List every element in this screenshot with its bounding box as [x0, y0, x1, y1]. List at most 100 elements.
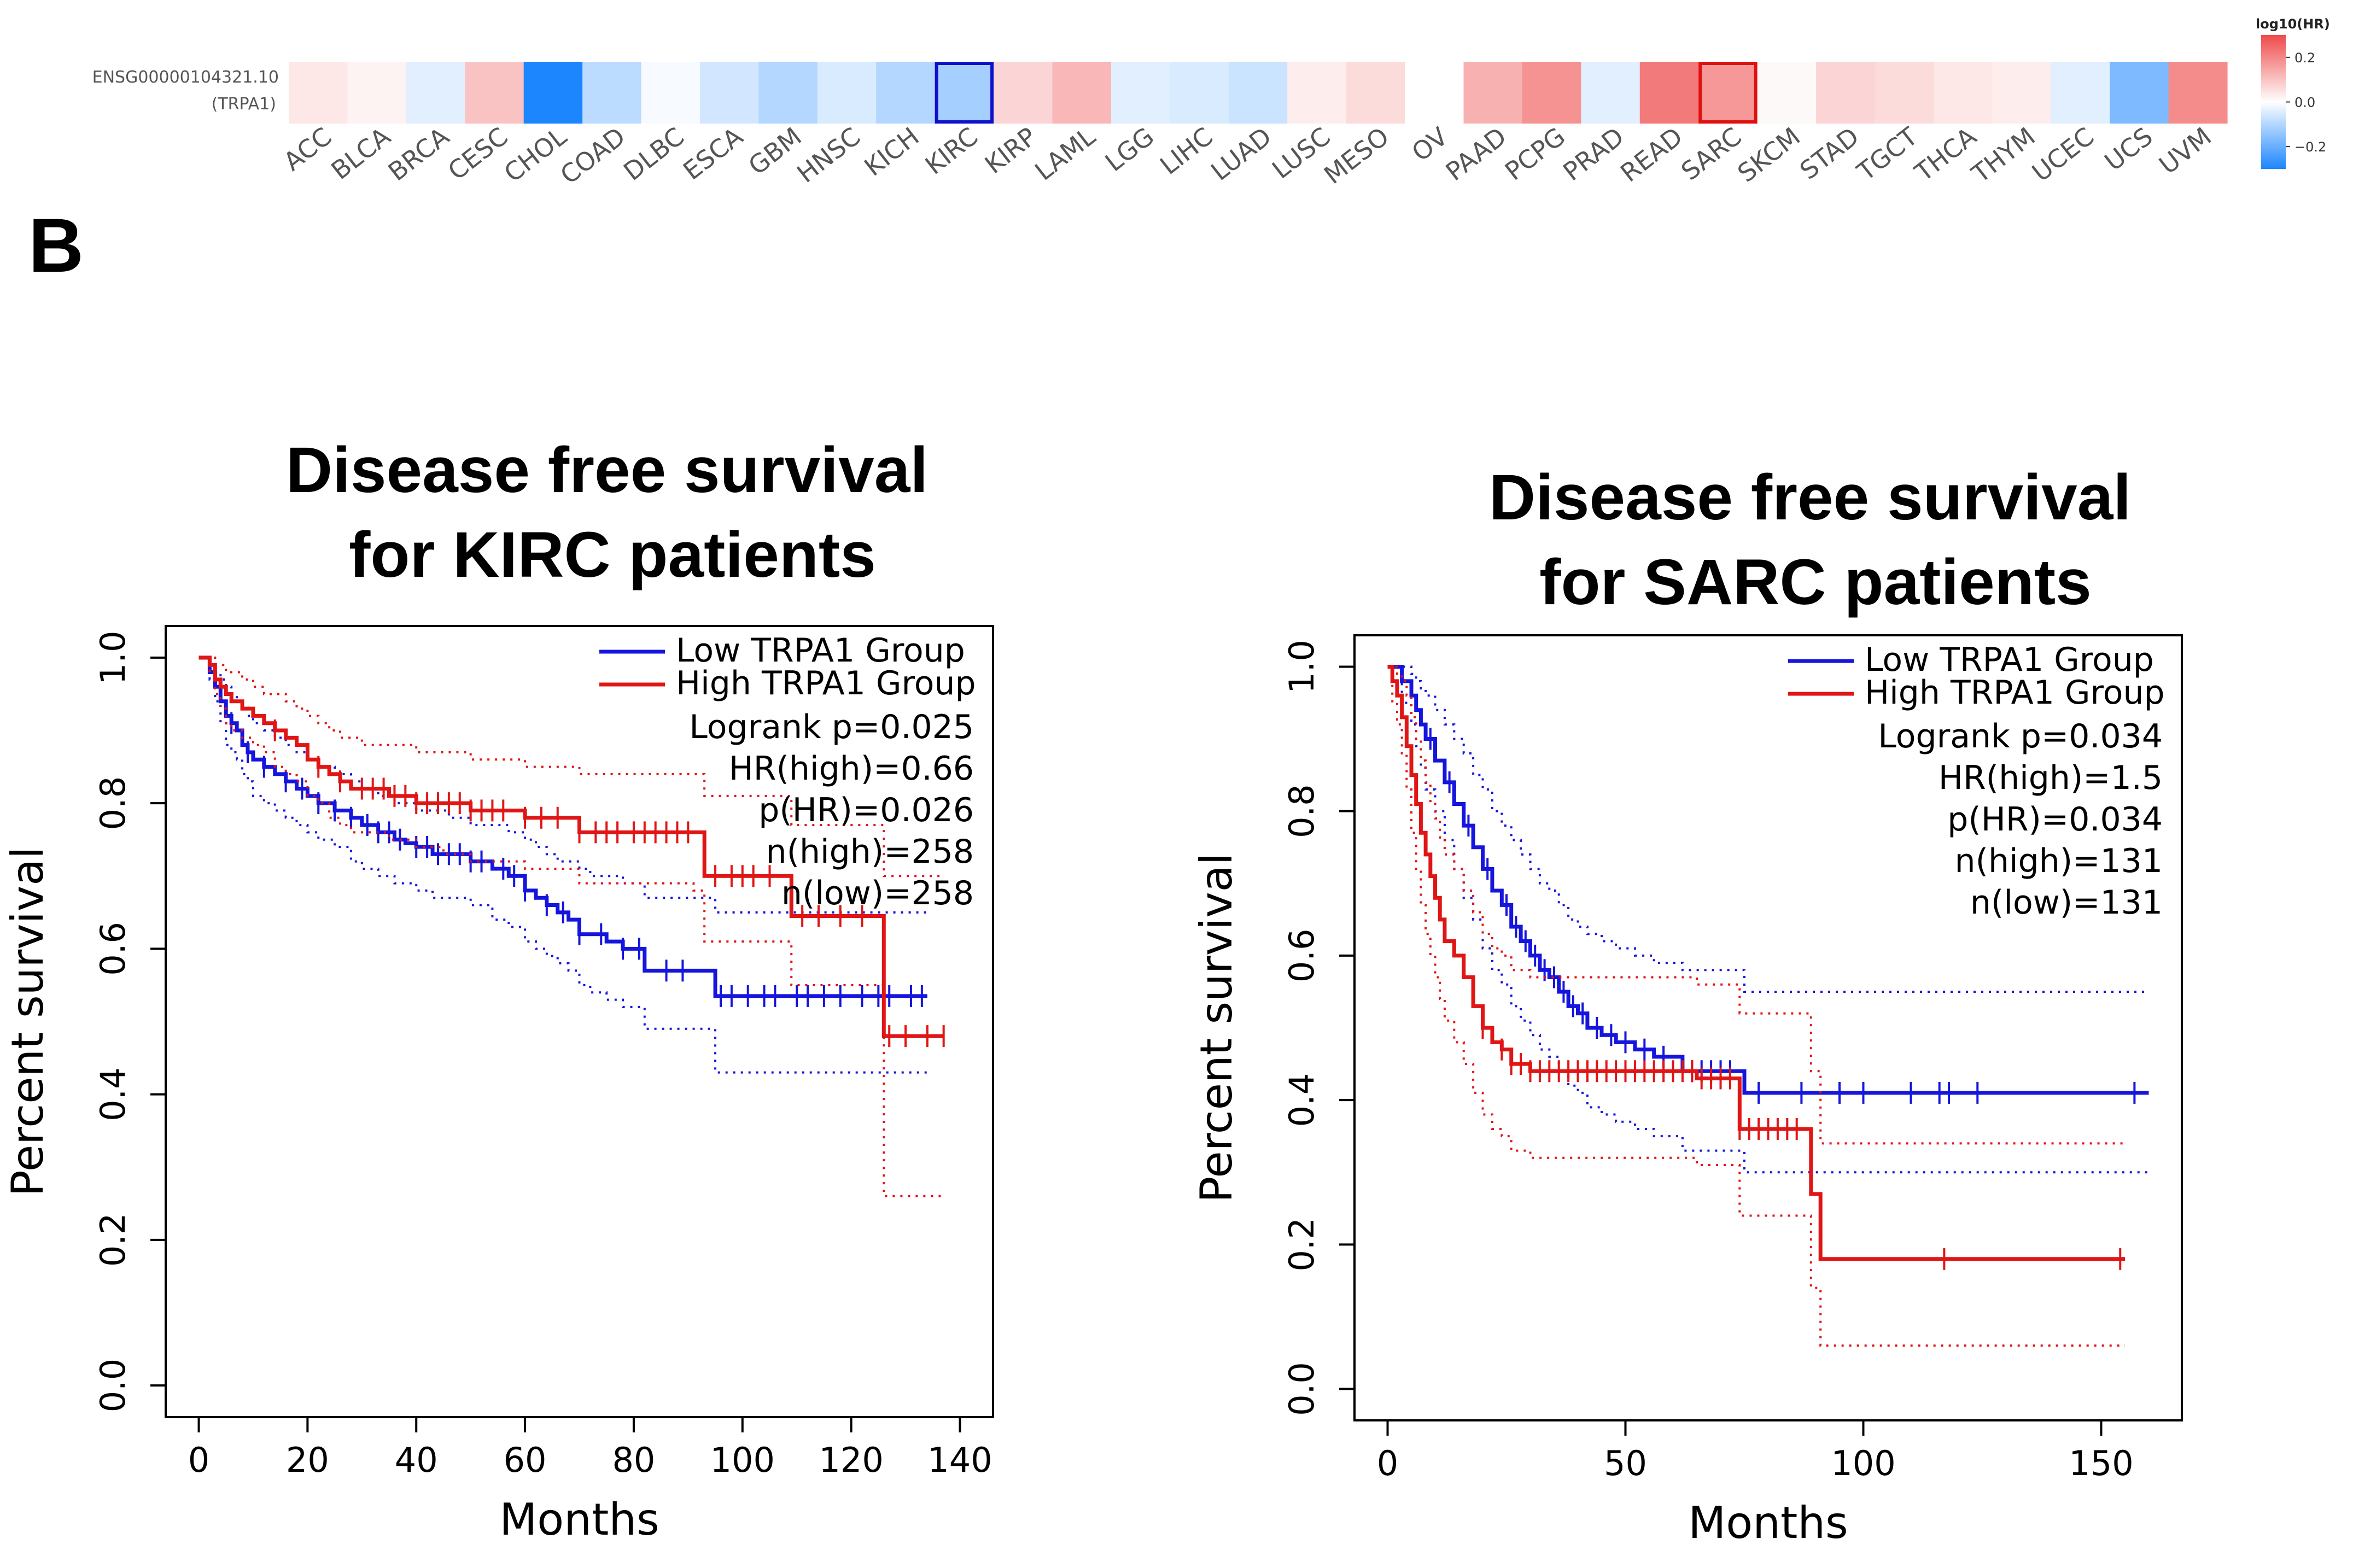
- km-kirc-stat-text: n(low)=258: [781, 874, 974, 912]
- heatmap-cell-ucs: [2110, 62, 2169, 124]
- heatmap-cell-kich: [876, 62, 936, 124]
- km-sarc-title-line2: for SARC patients: [1539, 546, 2092, 618]
- km-sarc-stat-text: Logrank p=0.034: [1878, 717, 2163, 756]
- km-kirc-xtick-label: 140: [927, 1440, 992, 1480]
- heatmap-cell-blca: [347, 62, 407, 124]
- heatmap-legend-tick-label: −0.2: [2294, 139, 2326, 155]
- km-sarc-yaxis-label: Percent survival: [1191, 853, 1242, 1203]
- km-kirc-yaxis-label: Percent survival: [2, 847, 53, 1197]
- heatmap-cell-hnsc: [817, 62, 877, 124]
- km-sarc-ytick-label: 0.8: [1282, 784, 1322, 838]
- km-sarc-xtick-label: 50: [1604, 1443, 1647, 1483]
- heatmap-legend-tick-label: 0.0: [2294, 95, 2315, 110]
- km-kirc-ytick-label: 0.0: [93, 1359, 133, 1413]
- km-kirc-xtick-label: 120: [819, 1440, 883, 1480]
- heatmap-cell-kirp: [994, 62, 1053, 124]
- km-sarc-plot-frame: [1353, 634, 2183, 1421]
- km-kirc-stat-text: Logrank p=0.025: [689, 708, 974, 746]
- km-sarc-ytick-label: 0.4: [1282, 1073, 1322, 1127]
- heatmap-gene-symbol: (TRPA1): [212, 95, 276, 114]
- heatmap-cell-stad: [1816, 62, 1876, 124]
- km-sarc-high-survival-curve: [1387, 664, 2125, 1261]
- heatmap-cell-ov: [1405, 62, 1464, 124]
- km-kirc-xtick-label: 0: [188, 1440, 209, 1480]
- km-sarc-xtick-label: 0: [1377, 1443, 1398, 1483]
- heatmap-cell-thym: [1992, 62, 2052, 124]
- km-kirc-xtick-label: 40: [395, 1440, 438, 1480]
- km-kirc-title-line2: for KIRC patients: [349, 519, 876, 591]
- km-sarc-high-ci-upper: [1387, 665, 2125, 1145]
- heatmap-cell-uvm: [2168, 62, 2228, 124]
- heatmap-cell-thca: [1933, 62, 1993, 124]
- km-kirc-xtick-label: 20: [286, 1440, 329, 1480]
- heatmap-color-legend: log10(HR) 0.2 0.0 −0.2: [2256, 16, 2330, 169]
- heatmap-legend-gradient: [2261, 35, 2286, 169]
- km-sarc-ytick-label: 0.6: [1282, 929, 1322, 983]
- km-kirc-ytick-label: 0.4: [93, 1067, 133, 1121]
- km-sarc-title-line1: Disease free survival: [1489, 461, 2131, 534]
- km-sarc-legend-label-low: Low TRPA1 Group: [1865, 641, 2154, 679]
- km-sarc-stat-text: HR(high)=1.5: [1939, 759, 2163, 797]
- heatmap-highlight-kirc: [935, 62, 994, 124]
- km-sarc-xtick-label: 150: [2069, 1443, 2133, 1483]
- km-plot-kirc: Disease free survival for KIRC patients …: [2, 434, 994, 1545]
- heatmap-cell-prad: [1581, 62, 1640, 124]
- heatmap-cell-pcpg: [1522, 62, 1581, 124]
- heatmap-gene-id: ENSG00000104321.10: [92, 68, 279, 87]
- km-kirc-plot-frame: [165, 625, 994, 1418]
- heatmap-cell-lgg: [1111, 62, 1170, 124]
- km-kirc-title-line1: Disease free survival: [286, 434, 928, 506]
- km-sarc-legend-label-high: High TRPA1 Group: [1865, 674, 2165, 712]
- km-plot-sarc: Disease free survival for SARC patients …: [1191, 461, 2183, 1548]
- km-sarc-ytick-label: 0.0: [1282, 1362, 1322, 1416]
- km-sarc-ytick-label: 0.2: [1282, 1218, 1322, 1272]
- panel-label: B: [28, 202, 84, 288]
- heatmap-cell-laml: [1052, 62, 1112, 124]
- km-sarc-xtick-label: 100: [1831, 1443, 1895, 1483]
- heatmap-cell-chol: [523, 62, 583, 124]
- km-kirc-high-ci-lower: [198, 656, 944, 1197]
- heatmap-highlight-sarc: [1698, 62, 1758, 124]
- km-sarc-stat-text: n(high)=131: [1955, 842, 2163, 880]
- heatmap-cell-gbm: [758, 62, 818, 124]
- heatmap-cell-esca: [699, 62, 759, 124]
- km-sarc-ytick-label: 1.0: [1282, 640, 1322, 694]
- heatmap-cell-skcm: [1757, 62, 1817, 124]
- heatmap-cell-luad: [1228, 62, 1288, 124]
- heatmap-cell-cesc: [465, 62, 524, 124]
- km-sarc-low-ci-upper: [1387, 665, 2149, 993]
- heatmap-cell-lusc: [1287, 62, 1347, 124]
- heatmap-cell-acc: [289, 62, 348, 124]
- heatmap-cell-paad: [1463, 62, 1523, 124]
- heatmap-legend-title: log10(HR): [2256, 16, 2330, 32]
- heatmap-legend-ticks: 0.2 0.0 −0.2: [2286, 50, 2326, 155]
- km-kirc-xtick-label: 80: [612, 1440, 655, 1480]
- km-sarc-xaxis-label: Months: [1688, 1497, 1848, 1548]
- km-sarc-stat-text: n(low)=131: [1970, 884, 2163, 922]
- km-kirc-ytick-label: 1.0: [93, 631, 133, 685]
- heatmap-cell-dlbc: [641, 62, 700, 124]
- km-kirc-xtick-label: 100: [710, 1440, 775, 1480]
- km-kirc-ytick-label: 0.2: [93, 1213, 133, 1267]
- heatmap-cell-read: [1639, 62, 1699, 124]
- heatmap-cell-lihc: [1170, 62, 1229, 124]
- km-kirc-ytick-label: 0.6: [93, 922, 133, 976]
- heatmap-legend-tick-label: 0.2: [2294, 50, 2315, 66]
- km-kirc-stat-text: p(HR)=0.026: [758, 791, 974, 829]
- heatmap-cell-meso: [1346, 62, 1405, 124]
- km-sarc-stat-text: p(HR)=0.034: [1947, 800, 2163, 839]
- heatmap-cell-tgct: [1875, 62, 1934, 124]
- heatmap-cell-brca: [406, 62, 465, 124]
- heatmap-cell-kirc: [935, 62, 994, 124]
- km-kirc-high-ci-upper: [198, 656, 944, 877]
- heatmap-cell-coad: [582, 62, 642, 124]
- heatmap-cells: [289, 62, 2228, 124]
- km-kirc-stat-text: HR(high)=0.66: [729, 750, 974, 788]
- km-kirc-low-ci-lower: [198, 656, 927, 1074]
- heatmap-cell-ucec: [2051, 62, 2110, 124]
- heatmap-cell-sarc: [1698, 62, 1758, 124]
- km-kirc-legend-label-high: High TRPA1 Group: [676, 664, 976, 703]
- km-kirc-legend-label-low: Low TRPA1 Group: [676, 631, 965, 670]
- km-kirc-xaxis-label: Months: [499, 1494, 659, 1545]
